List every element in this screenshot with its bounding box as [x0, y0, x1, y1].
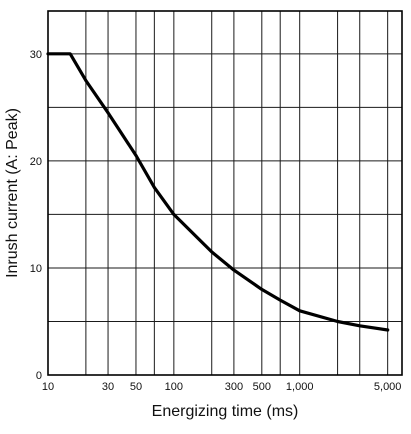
x-tick-label: 500 — [253, 381, 271, 393]
x-tick-label: 1,000 — [286, 381, 314, 393]
inrush-current-curve — [46, 52, 390, 332]
x-tick-label: 30 — [102, 381, 114, 393]
y-axis-label: Inrush current (A: Peak) — [4, 108, 21, 278]
y-tick-label: 30 — [30, 49, 42, 61]
x-tick-label: 50 — [130, 381, 142, 393]
x-tick-label: 100 — [165, 381, 183, 393]
plot-frame — [47, 10, 403, 376]
x-axis-label: Energizing time (ms) — [152, 403, 299, 420]
x-tick-label: 300 — [225, 381, 243, 393]
y-tick-label: 10 — [30, 263, 42, 275]
grid-layer — [48, 11, 402, 375]
y-tick-label: 0 — [36, 370, 42, 382]
y-tick-label: 20 — [30, 156, 42, 168]
x-tick-label: 10 — [42, 381, 54, 393]
x-tick-label: 5,000 — [374, 381, 402, 393]
